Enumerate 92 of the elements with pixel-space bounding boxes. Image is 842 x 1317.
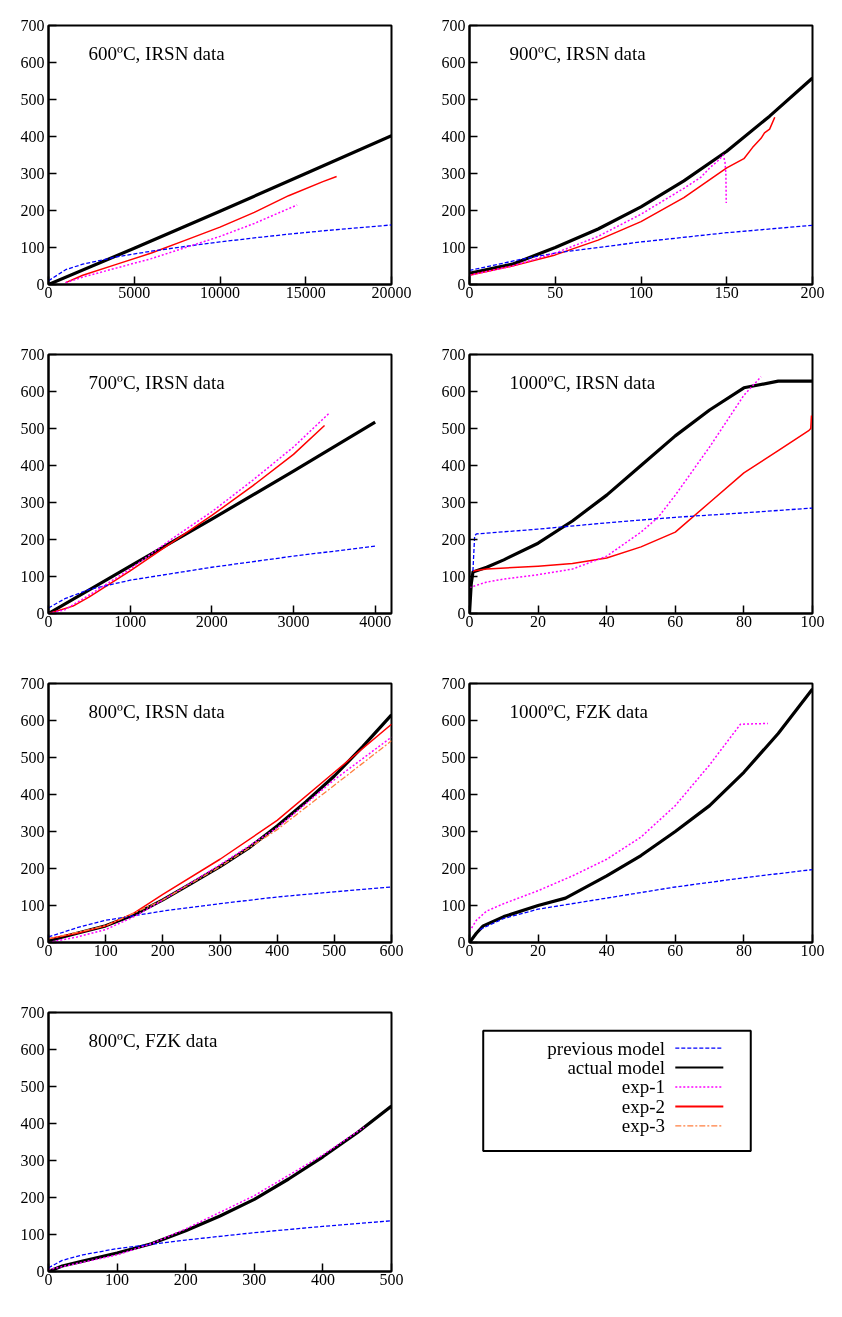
y-tick-label: 700: [441, 675, 466, 692]
x-tick-label: 150: [714, 283, 739, 301]
y-tick-label: 700: [441, 17, 466, 34]
x-tick-label: 100: [629, 283, 653, 301]
y-tick-label: 100: [20, 1226, 45, 1243]
x-tick-label: 80: [735, 941, 752, 959]
y-tick-label: 600: [20, 54, 45, 71]
y-tick-label: 700: [20, 346, 45, 363]
text: 800ºC, IRSN data: [88, 700, 226, 722]
legend-label: actual model: [567, 1057, 666, 1079]
y-tick-label: 300: [441, 165, 466, 182]
x-tick-label: 2000: [195, 612, 228, 630]
y-tick-label: 500: [441, 420, 466, 437]
y-tick-label: 200: [441, 202, 466, 219]
y-tick-label: 100: [20, 568, 45, 585]
x-tick-label: 10000: [200, 283, 240, 301]
x-tick-label: 4000: [359, 612, 392, 630]
y-tick-label: 600: [20, 1041, 45, 1058]
y-tick-label: 300: [441, 823, 466, 840]
y-tick-label: 500: [20, 749, 45, 766]
text: 600ºC, IRSN data: [88, 42, 226, 64]
y-tick-label: 500: [20, 91, 45, 108]
x-tick-label: 20: [530, 612, 547, 630]
x-tick-label: 400: [265, 941, 290, 959]
y-tick-label: 600: [441, 54, 466, 71]
y-tick-label: 200: [20, 860, 45, 877]
text: 900ºC, IRSN data: [509, 42, 647, 64]
y-tick-label: 300: [20, 165, 45, 182]
x-tick-label: 3000: [277, 612, 310, 630]
y-tick-label: 300: [20, 1152, 45, 1169]
y-tick-label: 200: [20, 202, 45, 219]
x-tick-label: 200: [150, 941, 175, 959]
y-tick-label: 400: [20, 786, 45, 803]
y-tick-label: 200: [441, 860, 466, 877]
y-tick-label: 400: [20, 457, 45, 474]
y-tick-label: 600: [20, 383, 45, 400]
x-tick-label: 60: [667, 612, 684, 630]
y-tick-label: 100: [441, 897, 466, 914]
x-tick-label: 200: [173, 1270, 198, 1288]
x-tick-label: 100: [800, 612, 825, 630]
y-tick-label: 300: [441, 494, 466, 511]
x-tick-label: 100: [105, 1270, 130, 1288]
x-tick-label: 20000: [371, 283, 412, 301]
y-tick-label: 500: [441, 749, 466, 766]
x-tick-label: 400: [310, 1270, 335, 1288]
y-tick-label: 400: [441, 786, 466, 803]
y-tick-label: 600: [441, 383, 466, 400]
y-tick-label: 700: [441, 346, 466, 363]
y-tick-label: 600: [20, 712, 45, 729]
y-tick-label: 400: [441, 457, 466, 474]
legend-label: previous model: [547, 1037, 666, 1059]
y-tick-label: 700: [20, 675, 45, 692]
text: 700ºC, IRSN data: [88, 371, 226, 393]
legend-label: exp-1: [621, 1076, 666, 1098]
y-tick-label: 200: [20, 1189, 45, 1206]
x-tick-label: 1000: [114, 612, 147, 630]
x-tick-label: 40: [598, 612, 615, 630]
x-tick-label: 60: [667, 941, 684, 959]
x-tick-label: 5000: [118, 283, 151, 301]
x-tick-label: 100: [93, 941, 118, 959]
y-tick-label: 100: [20, 897, 45, 914]
y-tick-label: 200: [20, 531, 45, 548]
y-tick-label: 400: [20, 1115, 45, 1132]
x-tick-label: 40: [598, 941, 615, 959]
y-tick-label: 100: [20, 239, 45, 256]
y-tick-label: 400: [20, 128, 45, 145]
y-tick-label: 500: [20, 1078, 45, 1095]
y-tick-label: 700: [20, 17, 45, 34]
y-tick-label: 500: [20, 420, 45, 437]
y-tick-label: 700: [20, 1004, 45, 1021]
x-tick-label: 300: [242, 1270, 267, 1288]
text: 1000ºC, IRSN data: [509, 371, 656, 393]
x-tick-label: 600: [379, 941, 404, 959]
x-tick-label: 100: [800, 941, 825, 959]
x-tick-label: 50: [547, 283, 564, 301]
y-tick-label: 200: [441, 531, 466, 548]
x-tick-label: 20: [530, 941, 547, 959]
y-tick-label: 400: [441, 128, 466, 145]
x-tick-label: 500: [322, 941, 347, 959]
y-tick-label: 500: [441, 91, 466, 108]
x-tick-label: 200: [800, 283, 825, 301]
x-tick-label: 15000: [285, 283, 326, 301]
y-tick-label: 100: [441, 239, 466, 256]
x-tick-label: 80: [735, 612, 752, 630]
y-tick-label: 300: [20, 494, 45, 511]
x-tick-label: 300: [208, 941, 232, 959]
y-tick-label: 600: [441, 712, 466, 729]
text: 1000ºC, FZK data: [509, 700, 649, 722]
text: 800ºC, FZK data: [88, 1029, 218, 1051]
y-tick-label: 100: [441, 568, 466, 585]
y-tick-label: 300: [20, 823, 45, 840]
x-tick-label: 500: [379, 1270, 404, 1288]
